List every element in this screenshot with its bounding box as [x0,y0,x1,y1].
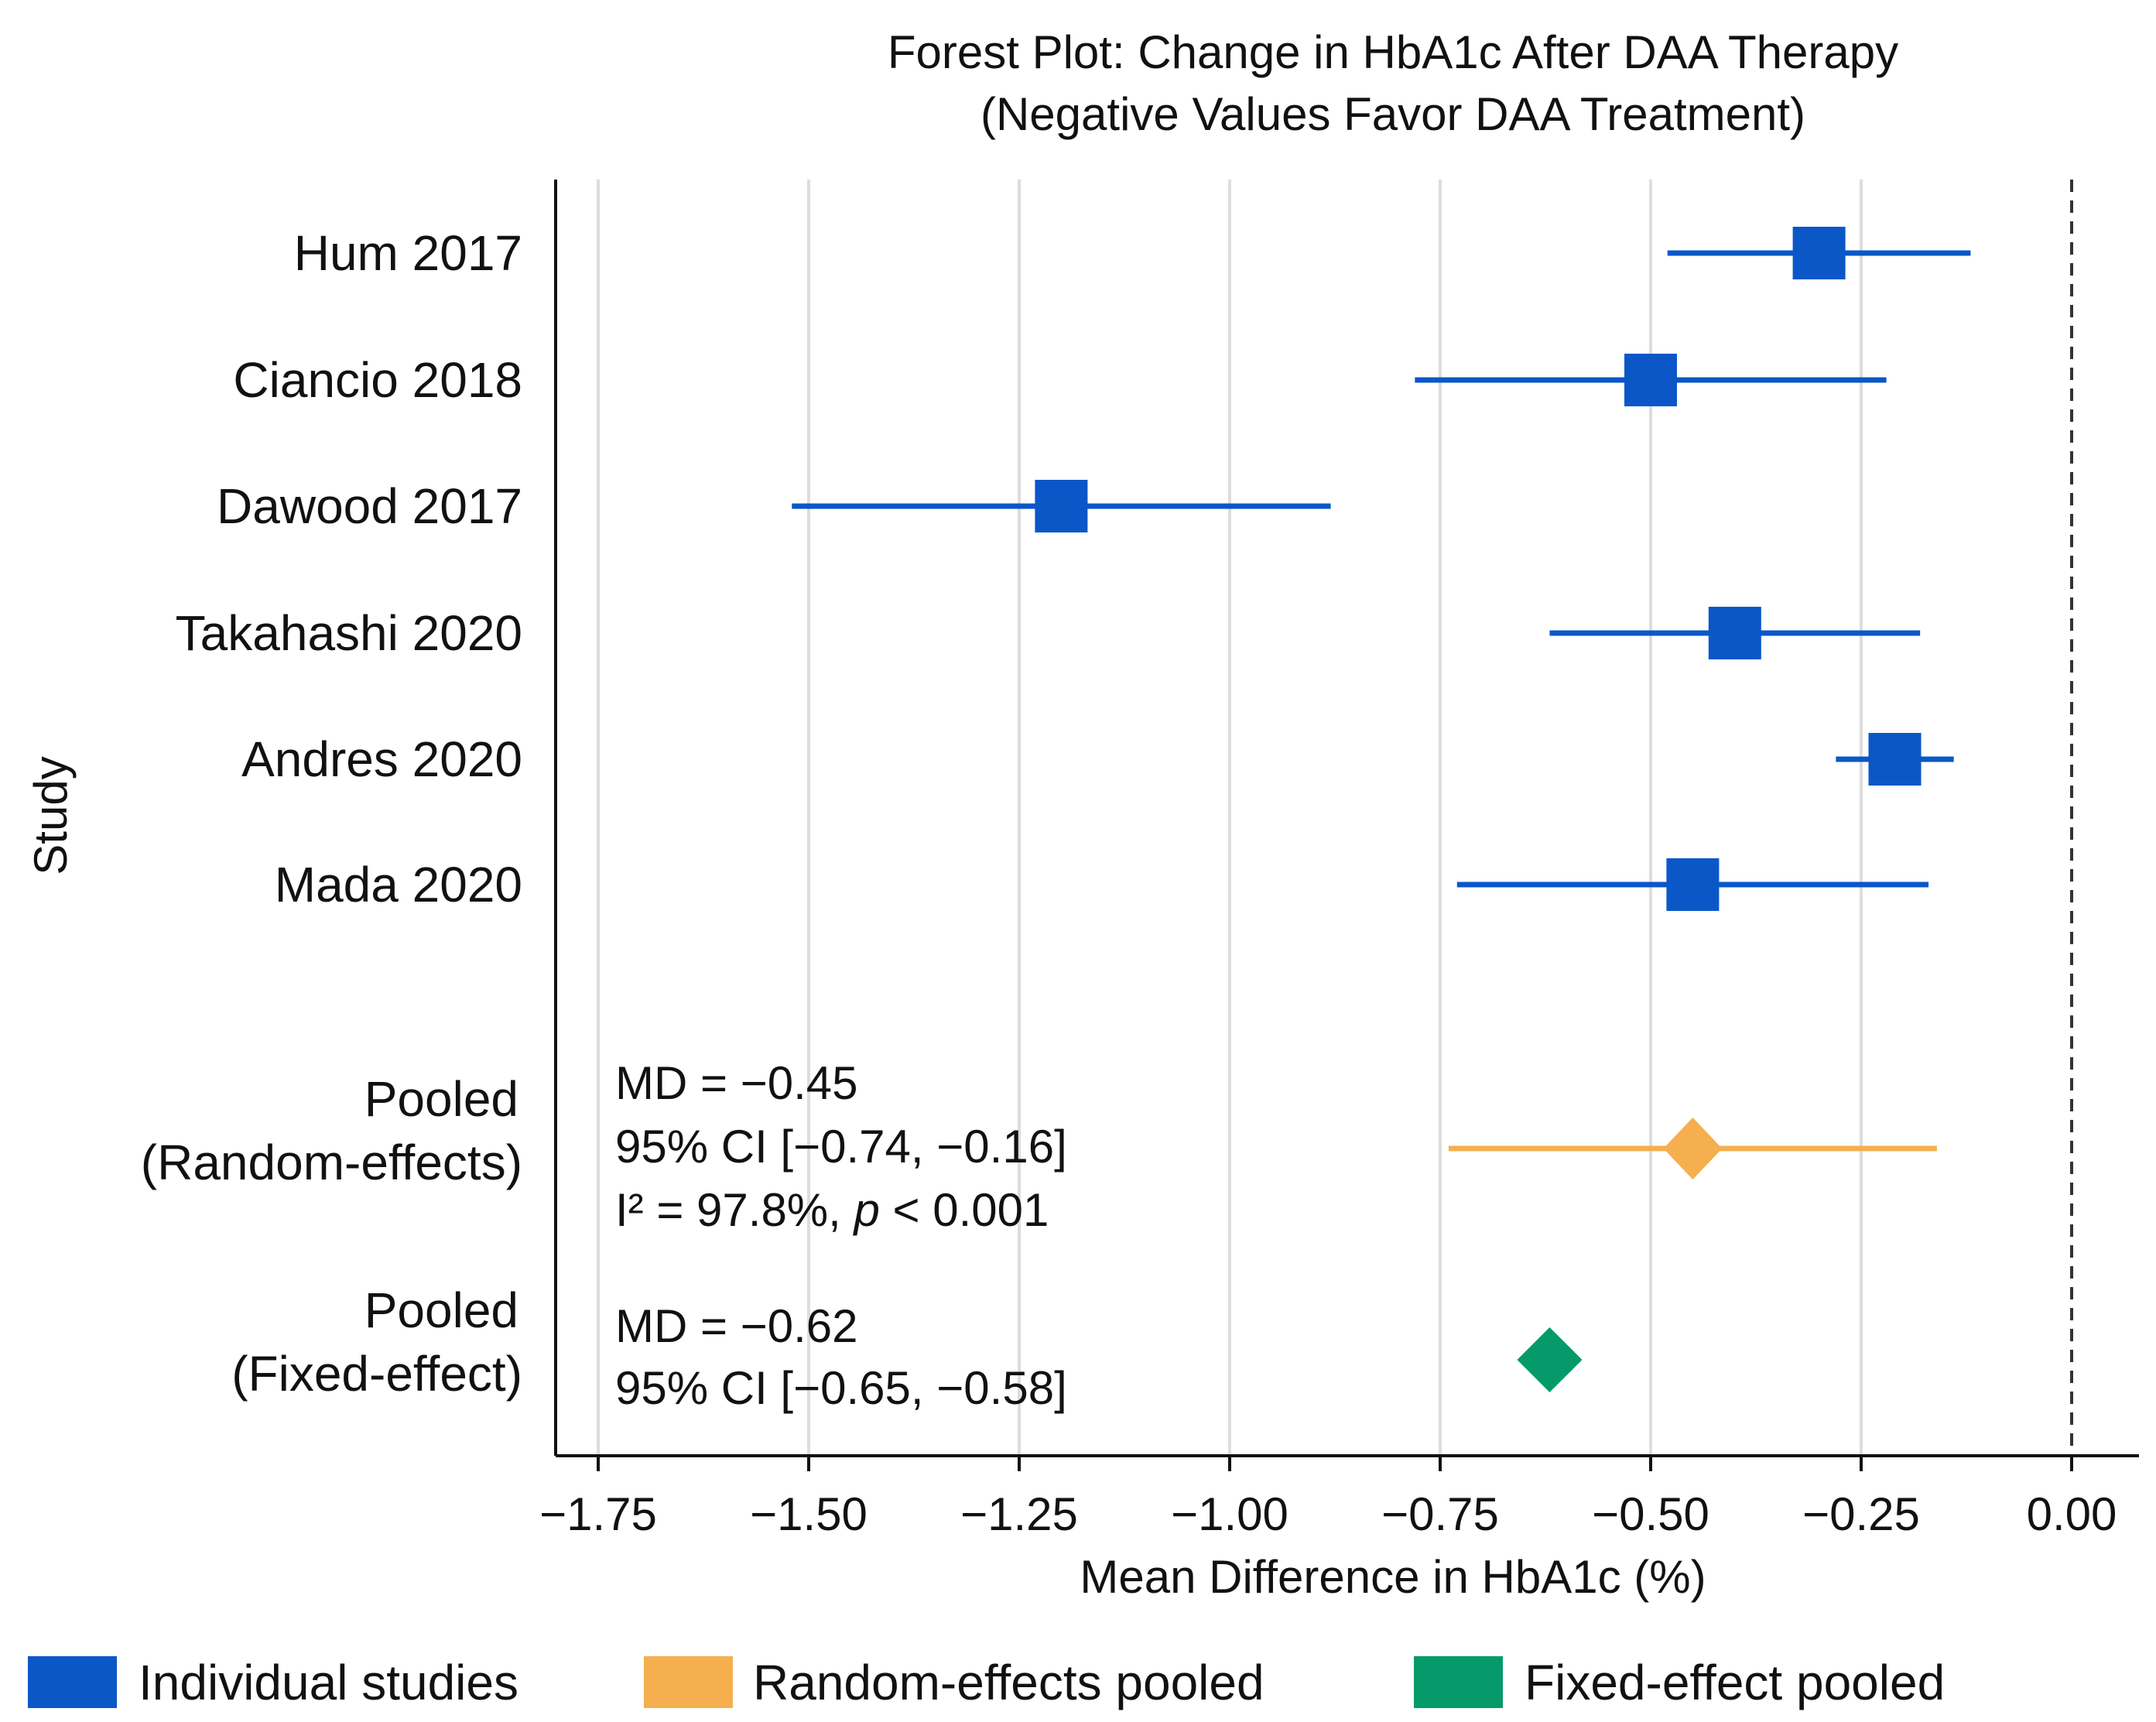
x-tick-label: −1.75 [539,1488,657,1540]
x-tick-label: 0.00 [2027,1488,2117,1540]
pooled-diamond [1663,1118,1723,1179]
study-point-estimate [1624,354,1677,406]
pooled-annotation: I² = 97.8%, p < 0.001 [615,1184,1049,1236]
pooled-label: Pooled [364,1071,518,1127]
legend-label: Random-effects pooled [753,1655,1265,1710]
pooled-diamond [1517,1327,1583,1392]
pooled-annotation: MD = −0.45 [615,1057,858,1109]
study-label: Andres 2020 [241,731,522,787]
x-tick-label: −1.25 [960,1488,1078,1540]
x-tick-label: −0.25 [1802,1488,1920,1540]
pooled-annotation: MD = −0.62 [615,1300,858,1352]
chart-title-line-1: Forest Plot: Change in HbA1c After DAA T… [888,26,1898,78]
study-point-estimate [1792,227,1846,279]
chart-title-line-2: (Negative Values Favor DAA Treatment) [980,88,1805,140]
x-tick-label: −1.50 [750,1488,868,1540]
y-axis-label: Study [25,756,77,875]
x-tick-label: −0.50 [1592,1488,1709,1540]
pooled-label: (Random-effects) [141,1135,522,1190]
x-tick-label: −0.75 [1381,1488,1499,1540]
x-axis-label: Mean Difference in HbA1c (%) [1080,1551,1706,1603]
legend-swatch [1414,1656,1503,1708]
pooled-annotation: 95% CI [−0.65, −0.58] [615,1362,1067,1414]
legend-label: Individual studies [139,1655,518,1710]
study-label: Mada 2020 [275,857,522,912]
legend-swatch [644,1656,733,1708]
pooled-label: (Fixed-effect) [231,1346,522,1402]
legend-label: Fixed-effect pooled [1525,1655,1945,1710]
study-point-estimate [1708,607,1761,659]
x-tick-label: −1.00 [1171,1488,1288,1540]
axes: −1.75 −1.50 −1.25 −1.00 −0.75 −0.50 −0.25 0.00 H… [141,180,2139,1540]
study-point-estimate [1868,733,1922,786]
study-label: Dawood 2017 [217,478,522,534]
study-point-estimate [1035,480,1088,532]
gridlines [597,180,2073,1456]
legend-swatch [28,1656,117,1708]
study-label: Takahashi 2020 [176,605,522,661]
pooled-label: Pooled [364,1282,518,1338]
pooled-annotation: 95% CI [−0.74, −0.16] [615,1121,1067,1173]
plot-marks [792,227,1971,1392]
study-label: Ciancio 2018 [233,352,522,408]
study-point-estimate [1666,858,1720,911]
legend: Individual studies Random-effects pooled F… [28,1655,1945,1710]
study-label: Hum 2017 [294,225,522,281]
